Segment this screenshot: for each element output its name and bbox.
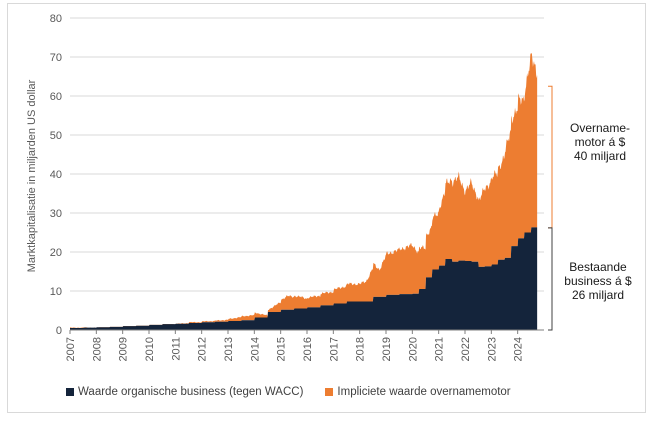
legend: Waarde organische business (tegen WACC) …	[66, 386, 511, 398]
y-tick-label: 20	[50, 247, 62, 259]
x-tick-label: 2019	[381, 337, 393, 361]
y-tick-label: 50	[50, 130, 62, 142]
x-tick-labels: 2007 2008 2009 2010 2011 2012 2013 2014 2015 2016…	[65, 337, 525, 361]
organic-value-area	[70, 227, 538, 330]
legend-item-organic: Waarde organische business (tegen WACC)	[66, 386, 303, 398]
y-axis-label: Marktkapitalisatie in miljarden US dolla…	[26, 79, 38, 272]
x-tick-label: 2021	[434, 337, 446, 361]
y-tick-label: 80	[50, 13, 62, 25]
implied-value-area	[70, 53, 538, 329]
x-tick-label: 2023	[486, 337, 498, 361]
annotation-line: business á $	[564, 274, 632, 288]
x-tick-label: 2008	[91, 337, 103, 361]
x-tick-label: 2014	[249, 337, 261, 361]
bracket-acquisition-engine	[548, 85, 553, 229]
axes	[69, 329, 544, 334]
y-tick-label: 70	[50, 52, 62, 64]
legend-swatch-organic	[66, 388, 74, 396]
data-areas	[70, 53, 538, 330]
x-tick-label: 2011	[170, 337, 182, 361]
x-tick-label: 2016	[302, 337, 314, 361]
y-tick-label: 10	[50, 286, 62, 298]
legend-item-implied: Impliciete waarde overnamemotor	[325, 386, 511, 398]
x-tick-label: 2017	[328, 337, 340, 361]
chart-frame	[7, 3, 646, 413]
y-tick-label: 0	[56, 325, 62, 337]
x-tick-label: 2009	[118, 337, 130, 361]
annotation-existing-business: Bestaande business á $26 miljard	[564, 260, 632, 302]
annotation-line: Bestaande	[569, 260, 627, 274]
annotation-brackets	[548, 85, 553, 331]
annotation-line: 40 miljard	[574, 149, 626, 163]
x-tick-label: 2020	[407, 337, 419, 361]
bracket-existing-business	[548, 227, 553, 331]
legend-label-organic: Waarde organische business (tegen WACC)	[78, 386, 304, 398]
annotation-line: Overname-	[570, 121, 630, 135]
y-tick-label: 30	[50, 208, 62, 220]
x-tick-label: 2007	[65, 337, 77, 361]
x-tick-label: 2015	[276, 337, 288, 361]
x-tick-label: 2022	[460, 337, 472, 361]
annotation-line: motor á $	[575, 135, 626, 149]
y-tick-label: 40	[50, 169, 62, 181]
legend-label-implied: Impliciete waarde overnamemotor	[337, 386, 511, 398]
x-tick-label: 2013	[223, 337, 235, 361]
y-tick-label: 60	[50, 91, 62, 103]
y-tick-labels: 0 10 20 30 40 50 60 70 80	[50, 13, 62, 337]
x-tick-label: 2010	[144, 337, 156, 361]
annotation-labels: Overname-motor á $40 miljard Bestaande bus…	[564, 121, 632, 302]
x-tick-label: 2018	[355, 337, 367, 361]
legend-swatch-implied	[325, 388, 334, 396]
x-tick-label: 2024	[513, 337, 525, 361]
annotation-acquisition-engine: Overname-motor á $40 miljard	[570, 121, 630, 163]
annotation-line: 26 miljard	[572, 288, 624, 302]
x-tick-label: 2012	[197, 337, 209, 361]
